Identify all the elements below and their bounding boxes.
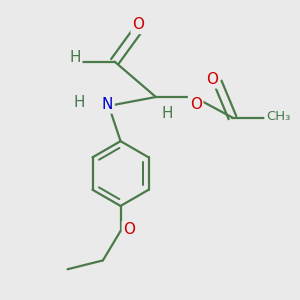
- Text: CH₃: CH₃: [266, 110, 290, 123]
- Text: O: O: [123, 222, 135, 237]
- Text: O: O: [132, 17, 144, 32]
- Text: H: H: [69, 50, 81, 65]
- Text: O: O: [206, 72, 218, 87]
- Text: H: H: [74, 95, 85, 110]
- Text: H: H: [162, 106, 173, 121]
- Text: O: O: [190, 97, 202, 112]
- Text: N: N: [102, 97, 113, 112]
